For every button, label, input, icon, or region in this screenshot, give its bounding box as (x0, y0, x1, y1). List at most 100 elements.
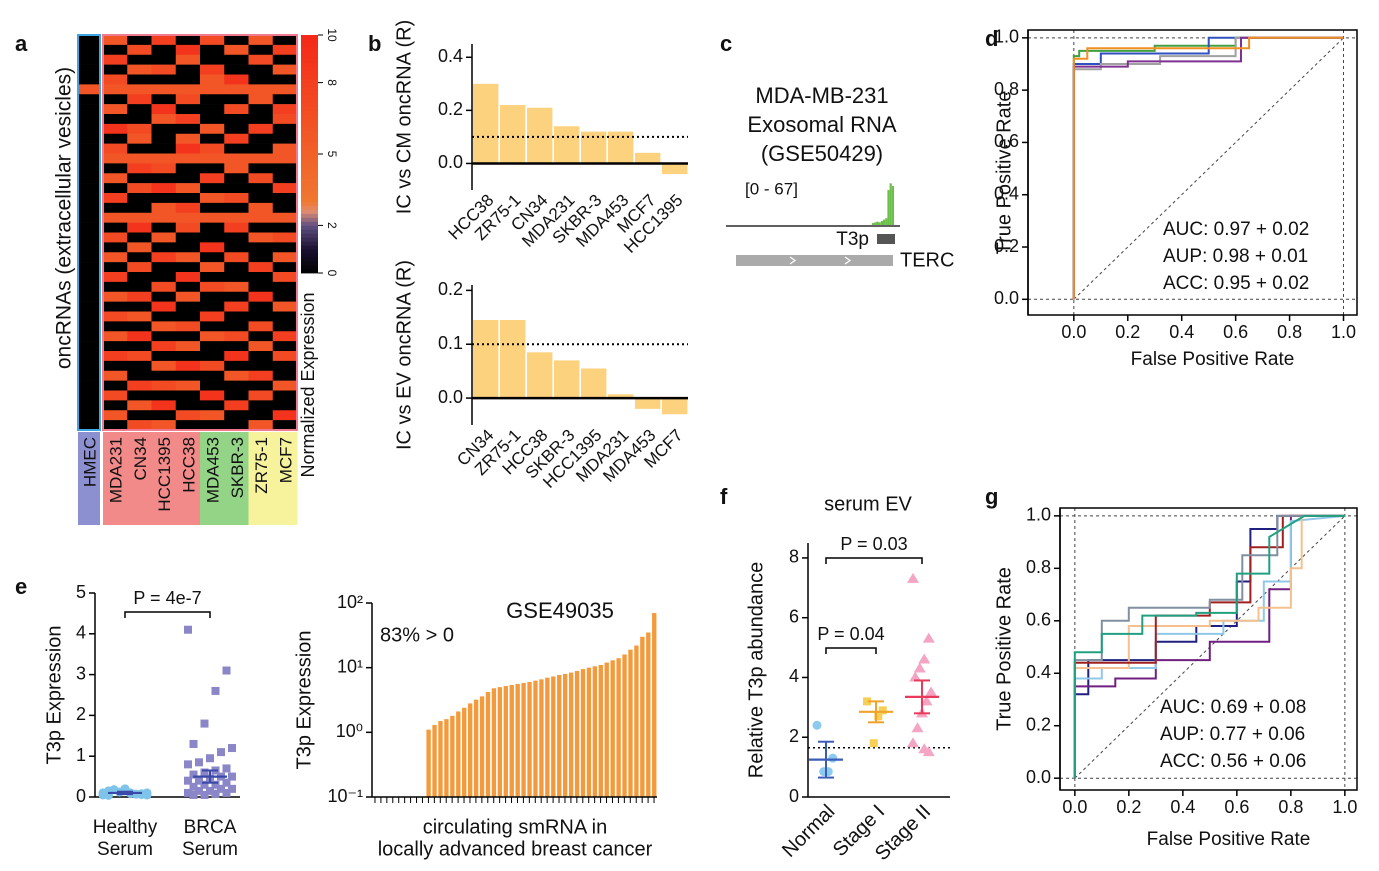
bar (581, 368, 607, 399)
heatmap-cell (103, 291, 128, 302)
heatmap-cell (175, 202, 201, 214)
point (922, 632, 935, 643)
bar (622, 654, 627, 797)
bar (608, 394, 634, 399)
heatmap-cell (224, 331, 249, 342)
bar (444, 719, 449, 797)
heatmap-cell (224, 123, 249, 135)
heatmap-cell (151, 212, 177, 223)
heatmap-cell (248, 272, 274, 283)
bar (500, 105, 526, 164)
heatmap-cell (272, 64, 298, 75)
x-tick-label: 0.6 (1224, 797, 1249, 817)
heatmap-cell (127, 301, 152, 312)
heatmap-cell (248, 252, 274, 263)
heatmap-cell (272, 104, 298, 115)
heatmap-cell (175, 242, 201, 253)
x-axis-label: False Positive Rate (1147, 829, 1311, 850)
heatmap-cell (175, 351, 201, 362)
heatmap-cell (272, 291, 298, 302)
heatmap-cell (103, 420, 128, 431)
heatmap-cell (272, 321, 298, 332)
heatmap-cell (127, 173, 152, 184)
y-tick-label: 0.4 (438, 46, 463, 66)
heatmap-cell (175, 35, 201, 46)
heatmap-cell (78, 163, 101, 174)
heatmap-cell (103, 193, 128, 204)
heatmap-cell (200, 321, 225, 332)
heatmap-cell (175, 390, 201, 401)
heatmap-cell (103, 84, 128, 95)
heatmap-cell (175, 420, 201, 431)
colorbar-tick-label: 8 (325, 79, 339, 86)
colorbar-segment (301, 173, 318, 179)
roc-curve (1073, 514, 1345, 779)
heatmap-cell (272, 400, 298, 411)
heatmap-cell (200, 331, 225, 342)
heatmap-cell (151, 74, 177, 85)
heatmap-cell (224, 212, 249, 223)
heatmap-cell (200, 420, 225, 431)
colorbar-segment (301, 157, 318, 163)
heatmap-cell (200, 153, 225, 164)
heatmap-cell (248, 410, 274, 421)
heatmap-cell (175, 311, 201, 322)
title: Exosomal RNA (747, 112, 896, 137)
bar (635, 398, 661, 409)
heatmap-cell (175, 212, 201, 223)
heatmap-cell (272, 54, 298, 65)
panel-letter: a (15, 31, 28, 56)
heatmap-cell (272, 133, 298, 144)
heatmap-cell (78, 54, 101, 65)
bar (462, 707, 467, 797)
heatmap-cell (248, 193, 274, 204)
x-axis-label: locally advanced breast cancer (378, 838, 653, 860)
y-tick-label: 3 (76, 663, 86, 683)
bar (551, 676, 556, 797)
heatmap-cell (224, 44, 249, 56)
colorbar-segment (301, 130, 318, 135)
heatmap-cell (200, 54, 225, 65)
group-band (127, 432, 152, 525)
heatmap-cell (175, 232, 201, 243)
heatmap-cell (127, 84, 152, 95)
heatmap-cell (78, 104, 101, 115)
colorbar-segment (301, 221, 318, 226)
heatmap-cell (103, 173, 128, 184)
heatmap-cell (127, 351, 152, 362)
bar (473, 83, 499, 164)
colorbar-segment (301, 98, 318, 103)
heatmap-cell (127, 311, 152, 322)
point (920, 695, 933, 706)
point (189, 782, 198, 791)
heatmap-cell (151, 410, 177, 421)
heatmap-cell (103, 222, 128, 233)
y-axis-label: Relative T3p abundance (745, 562, 767, 778)
point (189, 790, 198, 799)
colorbar-segment (301, 165, 318, 171)
colorbar-segment (301, 249, 318, 254)
heatmap-cell (103, 133, 128, 144)
heatmap-cell (151, 35, 177, 46)
heatmap-cell (224, 232, 249, 243)
colorbar-segment (301, 197, 318, 202)
heatmap-cell (224, 420, 249, 431)
heatmap-cell (151, 143, 177, 154)
heatmap-cell (127, 370, 152, 381)
heatmap-cell (175, 133, 201, 144)
x-tick-label: 0.6 (1223, 322, 1248, 342)
coverage-bar (872, 222, 875, 225)
y-axis-label: IC vs EV oncRNA (R) (393, 260, 415, 450)
heatmap-cell (248, 311, 274, 322)
heatmap-cell (103, 202, 128, 214)
point (206, 754, 214, 763)
point (200, 780, 209, 789)
heatmap-cell (224, 321, 249, 332)
group-band (248, 432, 274, 525)
heatmap-cell (127, 380, 152, 391)
y-tick-label: 0 (76, 786, 86, 806)
x-tick-label: 0.4 (1170, 797, 1195, 817)
heatmap-cell (272, 183, 298, 194)
heatmap-cell (272, 262, 298, 273)
heatmap-cell (248, 331, 274, 342)
